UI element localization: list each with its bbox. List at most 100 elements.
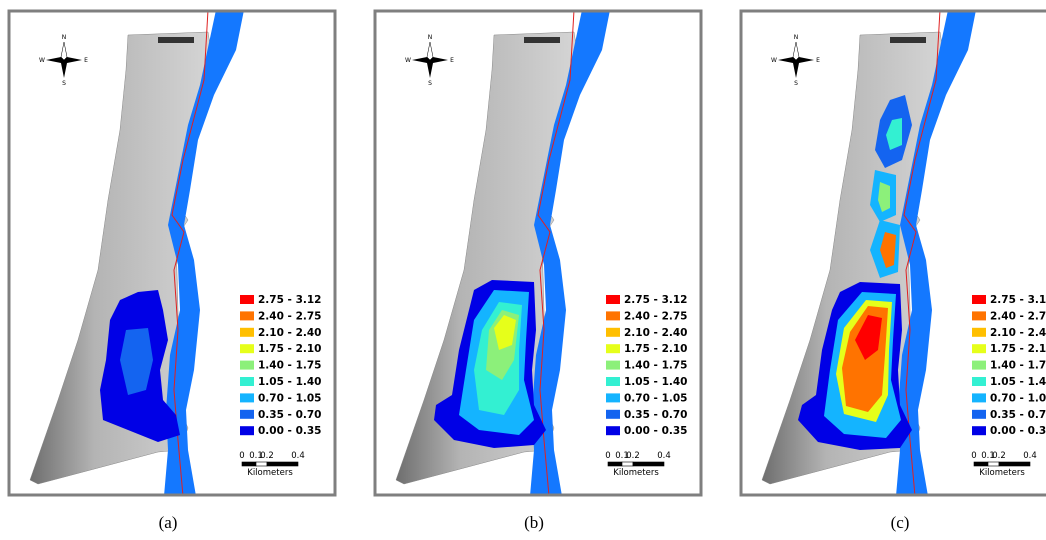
compass-label: S (794, 80, 798, 87)
legend-swatch (606, 393, 620, 402)
legend-swatch (606, 344, 620, 353)
dam (890, 37, 926, 43)
scale-segment (633, 462, 664, 466)
panel-caption: (b) (524, 513, 544, 532)
scale-segment (974, 462, 988, 466)
scale-label: 0 (605, 451, 610, 461)
map-panel: N S E W 2.75 - 3.12 2.40 - 2.75 2.10 - 2.40 1.7… (374, 10, 702, 496)
scale-unit: Kilometers (979, 468, 1025, 478)
scale-label: 0 (239, 451, 244, 461)
scale-segment (242, 462, 256, 466)
legend-label: 0.70 - 1.05 (624, 392, 687, 404)
legend-label: 2.75 - 3.12 (258, 294, 321, 306)
legend-label: 1.40 - 1.75 (258, 360, 321, 372)
legend-swatch (606, 361, 620, 370)
legend-swatch (606, 328, 620, 337)
legend-swatch (972, 410, 986, 419)
legend-swatch (240, 344, 254, 353)
compass-label: E (816, 57, 820, 64)
legend-swatch (606, 377, 620, 386)
legend-swatch (972, 426, 986, 435)
scale-segment (256, 462, 267, 466)
legend-label: 2.10 - 2.40 (624, 327, 687, 339)
scale-segment (988, 462, 999, 466)
legend-label: 0.70 - 1.05 (990, 392, 1046, 404)
legend-label: 2.10 - 2.40 (258, 327, 321, 339)
legend-label: 0.35 - 0.70 (624, 409, 687, 421)
legend-swatch (972, 295, 986, 304)
compass-label: S (62, 80, 66, 87)
legend-label: 0.35 - 0.70 (258, 409, 321, 421)
legend-label: 1.05 - 1.40 (624, 376, 687, 388)
scale-segment (267, 462, 298, 466)
scale-segment (999, 462, 1030, 466)
scale-label: 0.2 (260, 451, 274, 461)
legend-swatch (606, 311, 620, 320)
legend-swatch (972, 393, 986, 402)
compass-label: N (794, 34, 799, 41)
legend-label: 2.75 - 3.12 (990, 294, 1046, 306)
figure: N S E W 2.75 - 3.12 2.40 - 2.75 2.10 - 2.40 1.7… (0, 0, 1046, 540)
compass-label: W (405, 57, 411, 64)
legend-label: 0.70 - 1.05 (258, 392, 321, 404)
legend-label: 1.75 - 2.10 (624, 343, 687, 355)
scale-label: 0 (971, 451, 976, 461)
scale-unit: Kilometers (247, 468, 293, 478)
legend-label: 1.40 - 1.75 (990, 360, 1046, 372)
map-panel: N S E W 2.75 - 3.12 2.40 - 2.75 2.10 - 2.40 1.7… (740, 10, 1046, 496)
scale-label: 0.4 (657, 451, 671, 461)
scale-segment (622, 462, 633, 466)
legend-swatch (240, 410, 254, 419)
legend-swatch (240, 311, 254, 320)
legend-label: 2.75 - 3.12 (624, 294, 687, 306)
legend-swatch (606, 426, 620, 435)
scale-label: 0.4 (291, 451, 305, 461)
legend-label: 0.00 - 0.35 (258, 425, 321, 437)
map: N S E W 2.75 - 3.12 2.40 - 2.75 2.10 - 2.40 1.7… (8, 10, 336, 496)
legend-label: 0.35 - 0.70 (990, 409, 1046, 421)
compass-label: N (62, 34, 67, 41)
compass-label: S (428, 80, 432, 87)
legend-label: 0.00 - 0.35 (624, 425, 687, 437)
legend-label: 1.75 - 2.10 (990, 343, 1046, 355)
panel-caption: (a) (159, 513, 178, 532)
scale-label: 0.2 (992, 451, 1006, 461)
legend-label: 2.10 - 2.40 (990, 327, 1046, 339)
legend-label: 1.05 - 1.40 (258, 376, 321, 388)
legend-label: 0.00 - 0.35 (990, 425, 1046, 437)
compass-label: E (84, 57, 88, 64)
legend-swatch (240, 361, 254, 370)
legend-label: 1.75 - 2.10 (258, 343, 321, 355)
legend-label: 2.40 - 2.75 (258, 310, 321, 322)
panel-caption: (c) (891, 513, 910, 532)
legend-swatch (606, 295, 620, 304)
legend-swatch (972, 377, 986, 386)
compass-label: W (771, 57, 777, 64)
compass-label: W (39, 57, 45, 64)
legend-swatch (972, 361, 986, 370)
map: N S E W 2.75 - 3.12 2.40 - 2.75 2.10 - 2.40 1.7… (740, 10, 1046, 496)
dam (524, 37, 560, 43)
map: N S E W 2.75 - 3.12 2.40 - 2.75 2.10 - 2.40 1.7… (374, 10, 702, 496)
legend-swatch (240, 426, 254, 435)
compass-label: N (428, 34, 433, 41)
legend-label: 2.40 - 2.75 (624, 310, 687, 322)
legend-label: 1.40 - 1.75 (624, 360, 687, 372)
scale-label: 0.2 (626, 451, 640, 461)
scale-segment (608, 462, 622, 466)
legend-swatch (240, 377, 254, 386)
legend-swatch (972, 311, 986, 320)
legend-swatch (606, 410, 620, 419)
legend-label: 1.05 - 1.40 (990, 376, 1046, 388)
legend-label: 2.40 - 2.75 (990, 310, 1046, 322)
dam (158, 37, 194, 43)
legend-swatch (972, 344, 986, 353)
map-panel: N S E W 2.75 - 3.12 2.40 - 2.75 2.10 - 2.40 1.7… (8, 10, 336, 496)
page: {"panels": [{"caption": "(a)"}, {"captio… (0, 0, 1046, 540)
scale-label: 0.4 (1023, 451, 1037, 461)
legend-swatch (240, 295, 254, 304)
scale-unit: Kilometers (613, 468, 659, 478)
compass-label: E (450, 57, 454, 64)
legend-swatch (240, 328, 254, 337)
legend-swatch (972, 328, 986, 337)
